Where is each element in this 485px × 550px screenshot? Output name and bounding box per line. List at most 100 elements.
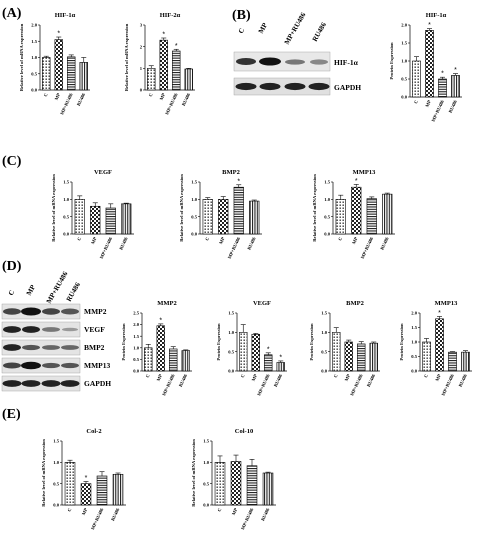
blot-d-lane-label: MP (25, 283, 38, 297)
blot-d-row-label: MMP13 (84, 361, 110, 370)
bar (438, 78, 447, 98)
chart-title: VEGF (94, 169, 112, 176)
bar (214, 462, 226, 506)
bar (344, 341, 353, 372)
bar (369, 342, 378, 372)
y-axis-label: Relative level of mRNA expression (191, 439, 196, 507)
y-tick-label: 1.0 (191, 197, 197, 202)
x-tick-label: RU486 (366, 373, 377, 388)
x-tick-label: C (148, 92, 154, 97)
x-tick-label: MP+RU486 (349, 373, 364, 397)
bar (172, 50, 181, 91)
y-tick-label: 1.5 (321, 311, 327, 316)
chart-e2: Col-10 Relative level of mRNA expression 0… (191, 428, 276, 531)
x-tick-label: C (333, 373, 339, 378)
blot-band (259, 57, 281, 66)
x-tick-label: RU486 (379, 236, 390, 251)
chart-d1: MMP2 Protein Expression 0.0 0.5 1.0 1.5 2.0 2.5… (121, 300, 192, 397)
chart-d3: BMP2 Protein Expression 0.0 0.5 1.0 1.5 C MPMP+… (309, 300, 380, 397)
bar (105, 207, 116, 235)
blot-band (285, 59, 305, 65)
y-tick-label: 1.0 (228, 330, 234, 335)
blot-band (22, 326, 40, 333)
x-tick-label: MP+RU486 (431, 99, 446, 123)
significance-marker: * (57, 31, 60, 38)
x-tick-label: RU486 (458, 373, 469, 388)
blot-band (236, 58, 256, 65)
y-tick-label: 0.5 (191, 214, 197, 219)
x-tick-label: MP (434, 373, 442, 382)
y-tick-label: 1.5 (63, 180, 69, 185)
blot-d-bmp2-membrane (1, 339, 81, 356)
chart-title: HIF-1α (55, 12, 76, 19)
y-tick-label: 2.5 (133, 311, 139, 316)
y-tick-label: 0.5 (31, 71, 37, 76)
bar (144, 347, 153, 372)
bar (246, 465, 258, 506)
y-tick-label: 0.5 (228, 349, 234, 354)
blot-band (61, 308, 79, 315)
y-tick-label: 0.0 (411, 369, 417, 374)
y-axis-label: Relative level of mRNA expression (179, 174, 184, 242)
x-tick-label: RU486 (273, 373, 284, 388)
blot-d-vegf-membrane (1, 321, 81, 338)
y-tick-label: 1.0 (31, 55, 37, 60)
chart-c1: VEGF Relative level of mRNA expression 0.0… (51, 169, 134, 260)
blot-band (61, 362, 79, 369)
x-tick-label: C (66, 507, 72, 512)
y-tick-label: 1.5 (324, 180, 330, 185)
bar (96, 475, 108, 506)
blot-b-row-label: HIF-1α (334, 58, 359, 67)
y-axis-label: Protein Expression (389, 42, 394, 80)
blot-b-gapdh-membrane (233, 77, 331, 96)
blot-b-lane-label: RU486 (311, 21, 328, 43)
chart-title: BMP2 (222, 169, 240, 176)
x-tick-label: C (43, 92, 49, 97)
blot-band (42, 308, 60, 315)
y-tick-label: 0 (140, 88, 143, 93)
bar (184, 68, 193, 91)
y-tick-label: 0.0 (191, 232, 197, 237)
blot-d-lane-label: RU486 (65, 281, 82, 303)
y-tick-label: 0.0 (324, 232, 330, 237)
bar (74, 199, 85, 235)
x-tick-label: RU486 (110, 507, 121, 522)
bar (366, 198, 377, 235)
x-tick-label: MP+RU486 (360, 236, 375, 260)
bar-charts: HIF-1α Relative level of mRNA expression 0… (19, 12, 472, 531)
bar (382, 193, 393, 235)
blot-band (21, 380, 41, 387)
blot-band (308, 82, 330, 91)
y-axis-label: Protein Expression (121, 323, 126, 361)
chart-title: Col-10 (235, 428, 253, 435)
bar (67, 56, 76, 91)
bar (42, 57, 51, 91)
blot-band (42, 327, 60, 332)
blot-band (259, 82, 281, 91)
bar (451, 75, 460, 98)
y-tick-label: 2.0 (133, 322, 139, 327)
blot-d-row-label: BMP2 (84, 343, 105, 352)
bar (239, 332, 248, 372)
y-tick-label: 1.0 (63, 197, 69, 202)
x-tick-label: RU486 (246, 236, 257, 251)
chart-d2: VEGF Protein Expression 0.0 0.5 1.0 1.5 C MP * MP… (216, 300, 287, 397)
bar (230, 461, 242, 506)
chart-e1: Col-2 Relative level of mRNA expression 0.… (41, 428, 126, 531)
y-tick-label: 1.5 (191, 180, 197, 185)
chart-title: Col-2 (86, 428, 101, 435)
y-tick-label: 1.5 (53, 439, 59, 444)
bar (448, 351, 457, 372)
x-tick-label: C (216, 507, 222, 512)
chart-a1: HIF-1α Relative level of mRNA expression 0… (19, 12, 90, 116)
x-tick-label: RU486 (260, 507, 271, 522)
bar (412, 60, 421, 98)
y-tick-label: 0.0 (228, 369, 234, 374)
blot-b: C MP MP+RU486 RU486 HIF-1α GAPDH (233, 11, 361, 96)
bar (79, 62, 88, 91)
y-tick-label: 1.0 (401, 59, 407, 64)
chart-title: BMP2 (346, 300, 364, 307)
x-tick-label: MP (156, 373, 164, 382)
blot-b-lane-label: C (237, 27, 246, 35)
x-tick-label: RU486 (448, 99, 459, 114)
